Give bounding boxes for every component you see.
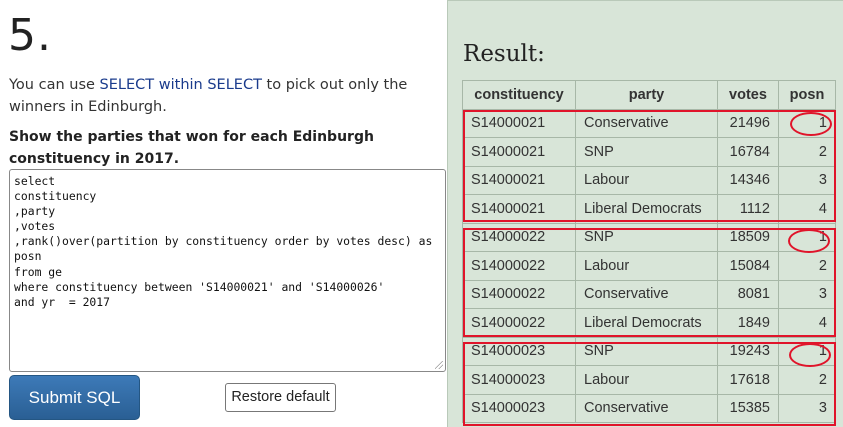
resize-grip-icon[interactable] — [435, 361, 443, 369]
header-constituency: constituency — [462, 80, 576, 110]
cell-party: SNP — [575, 222, 718, 252]
cell-constituency: S14000022 — [462, 308, 576, 338]
table-row: S14000021 Conservative 21496 1 — [462, 108, 836, 138]
table-row: S14000021 SNP 16784 2 — [462, 137, 836, 167]
cell-votes: 21496 — [717, 108, 779, 138]
cell-votes: 16784 — [717, 137, 779, 167]
cell-votes: 14346 — [717, 165, 779, 195]
submit-sql-button[interactable]: Submit SQL — [9, 375, 140, 420]
cell-constituency: S14000023 — [462, 393, 576, 423]
cell-votes: 8081 — [717, 279, 779, 309]
sql-editor-text: select constituency ,party ,votes ,rank(… — [14, 174, 433, 309]
cell-constituency: S14000021 — [462, 108, 576, 138]
question-number: 5. — [8, 10, 52, 61]
cell-votes: 1112 — [717, 194, 779, 224]
sql-editor[interactable]: select constituency ,party ,votes ,rank(… — [9, 169, 446, 372]
cell-votes: 1849 — [717, 308, 779, 338]
result-panel: Result: constituency party votes posn S1… — [447, 0, 843, 427]
cell-posn: 1 — [778, 108, 836, 138]
result-table: constituency party votes posn S14000021 C… — [462, 80, 836, 423]
cell-constituency: S14000022 — [462, 251, 576, 281]
cell-party: Labour — [575, 251, 718, 281]
result-title: Result: — [463, 41, 545, 67]
header-posn: posn — [778, 80, 836, 110]
cell-constituency: S14000022 — [462, 222, 576, 252]
cell-votes: 17618 — [717, 365, 779, 395]
cell-votes: 19243 — [717, 336, 779, 366]
header-party: party — [575, 80, 718, 110]
cell-posn: 2 — [778, 137, 836, 167]
intro-text-before: You can use — [9, 77, 100, 93]
cell-posn: 1 — [778, 222, 836, 252]
cell-votes: 15084 — [717, 251, 779, 281]
cell-posn: 3 — [778, 393, 836, 423]
table-row: S14000022 Conservative 8081 3 — [462, 279, 836, 309]
question-panel: 5. You can use SELECT within SELECT to p… — [8, 10, 446, 420]
cell-party: Conservative — [575, 108, 718, 138]
table-row: S14000022 SNP 18509 1 — [462, 222, 836, 252]
cell-posn: 4 — [778, 194, 836, 224]
intro-keyword-link[interactable]: SELECT within SELECT — [99, 77, 262, 93]
cell-posn: 2 — [778, 251, 836, 281]
cell-party: Liberal Democrats — [575, 194, 718, 224]
cell-votes: 18509 — [717, 222, 779, 252]
cell-constituency: S14000023 — [462, 365, 576, 395]
cell-party: SNP — [575, 137, 718, 167]
cell-party: SNP — [575, 336, 718, 366]
header-votes: votes — [717, 80, 779, 110]
cell-posn: 4 — [778, 308, 836, 338]
cell-party: Labour — [575, 365, 718, 395]
table-row: S14000022 Labour 15084 2 — [462, 251, 836, 281]
cell-party: Conservative — [575, 393, 718, 423]
cell-constituency: S14000021 — [462, 194, 576, 224]
table-row: S14000021 Liberal Democrats 1112 4 — [462, 194, 836, 224]
table-row: S14000023 Conservative 15385 3 — [462, 393, 836, 423]
cell-posn: 3 — [778, 279, 836, 309]
table-row: S14000021 Labour 14346 3 — [462, 165, 836, 195]
question-intro: You can use SELECT within SELECT to pick… — [9, 74, 441, 118]
cell-posn: 2 — [778, 365, 836, 395]
cell-party: Labour — [575, 165, 718, 195]
cell-constituency: S14000023 — [462, 336, 576, 366]
cell-posn: 1 — [778, 336, 836, 366]
intro-text-after: to pick out only the winners in Edinburg… — [9, 77, 408, 115]
result-header-row: constituency party votes posn — [462, 80, 836, 110]
table-row: S14000023 Labour 17618 2 — [462, 365, 836, 395]
cell-votes: 15385 — [717, 393, 779, 423]
cell-party: Liberal Democrats — [575, 308, 718, 338]
cell-constituency: S14000021 — [462, 137, 576, 167]
table-row: S14000023 SNP 19243 1 — [462, 336, 836, 366]
cell-constituency: S14000022 — [462, 279, 576, 309]
cell-posn: 3 — [778, 165, 836, 195]
restore-default-button[interactable]: Restore default — [225, 383, 336, 412]
table-row: S14000022 Liberal Democrats 1849 4 — [462, 308, 836, 338]
cell-constituency: S14000021 — [462, 165, 576, 195]
question-task: Show the parties that won for each Edinb… — [9, 129, 374, 167]
cell-party: Conservative — [575, 279, 718, 309]
